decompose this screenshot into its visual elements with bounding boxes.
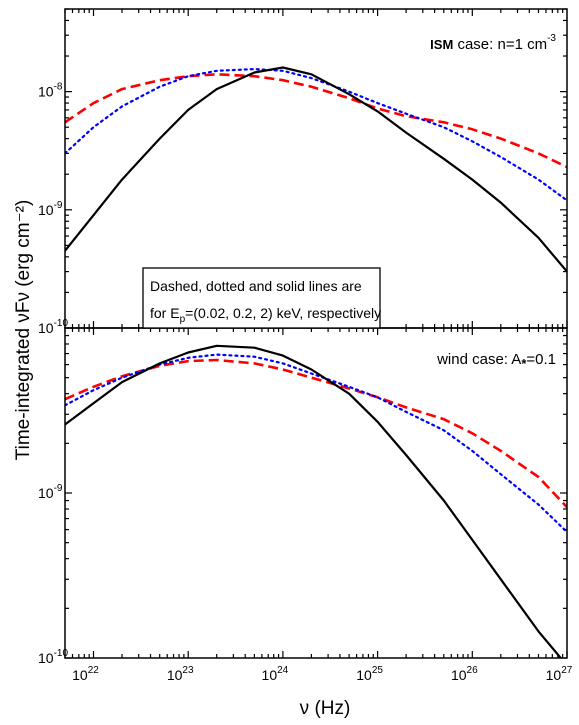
panel-label-text: case: n=1 cm [453,36,547,53]
y-tick-label-ism: 10-8 [38,82,63,100]
panel-label-suffix: =0.1 [526,351,556,368]
x-axis-title: ν (Hz) [300,698,351,719]
annotation-line-2-prefix: for E [150,305,180,321]
x-tick-label-base: 10 [546,667,562,683]
x-tick-label: 1023 [167,665,194,683]
y-tick-label-exponent: -10 [54,648,69,659]
y-axis-title: Time-integrated νFν (erg cm⁻²) [13,200,34,461]
x-tick-label-base: 10 [356,667,372,683]
panel-label-text: wind case: A [436,351,521,368]
panel-label-subscript: * [521,356,527,371]
series-dashed-wind [65,358,567,509]
x-tick-label-base: 10 [72,667,88,683]
y-tick-label-exponent: -9 [54,200,63,211]
y-tick-label-base: 10 [38,650,54,666]
y-tick-label-base: 10 [38,84,54,100]
y-tick-label-wind: 10-10 [38,648,68,666]
y-tick-label-base: 10 [38,485,54,501]
x-tick-label-base: 10 [167,667,183,683]
y-tick-label-ism: 10-10 [38,318,68,336]
y-tick-label-base: 10 [38,202,54,218]
y-tick-label-ism: 10-9 [38,200,63,218]
y-tick-label-base: 10 [38,320,54,336]
y-tick-label-exponent: -9 [54,483,63,494]
panel-label-superscript: -3 [547,33,556,44]
panel-label-ism: ISM case: n=1 cm-3 [430,33,556,53]
x-tick-label-exponent: 23 [182,665,194,676]
x-tick-label: 1024 [262,665,289,683]
x-tick-label: 1022 [72,665,99,683]
y-tick-label-exponent: -8 [54,82,63,93]
y-tick-label-exponent: -10 [54,318,69,329]
series-dotted-ism [65,68,567,202]
x-tick-label: 1025 [356,665,383,683]
x-tick-label-exponent: 27 [561,665,573,676]
x-tick-label: 1027 [546,665,573,683]
panel-label-wind: wind case: A*=0.1 [436,351,556,371]
x-tick-label-exponent: 26 [467,665,479,676]
annotation-box: Dashed, dotted and solid lines are for E… [142,267,381,329]
plot-frame-wind [64,327,568,659]
series-dashed-ism [65,73,567,169]
x-tick-label-base: 10 [451,667,467,683]
x-tick-label-base: 10 [262,667,278,683]
x-tick-label-exponent: 24 [277,665,289,676]
x-tick-label: 1026 [451,665,478,683]
annotation-line-2-suffix: =(0.02, 0.2, 2) keV, respectively [185,305,381,321]
y-tick-label-wind: 10-9 [38,483,63,501]
x-tick-label-exponent: 22 [88,665,100,676]
series-solid-wind [65,344,563,658]
panel-label-bold: ISM [430,37,453,52]
annotation-line-2: for Ep=(0.02, 0.2, 2) keV, respectively [150,305,381,325]
annotation-line-2-subscript: p [180,314,186,325]
series-dotted-wind [65,353,567,534]
annotation-frame [142,267,381,329]
series-solid-ism [65,66,567,273]
x-tick-label-exponent: 25 [372,665,384,676]
annotation-line-1: Dashed, dotted and solid lines are [150,278,362,294]
